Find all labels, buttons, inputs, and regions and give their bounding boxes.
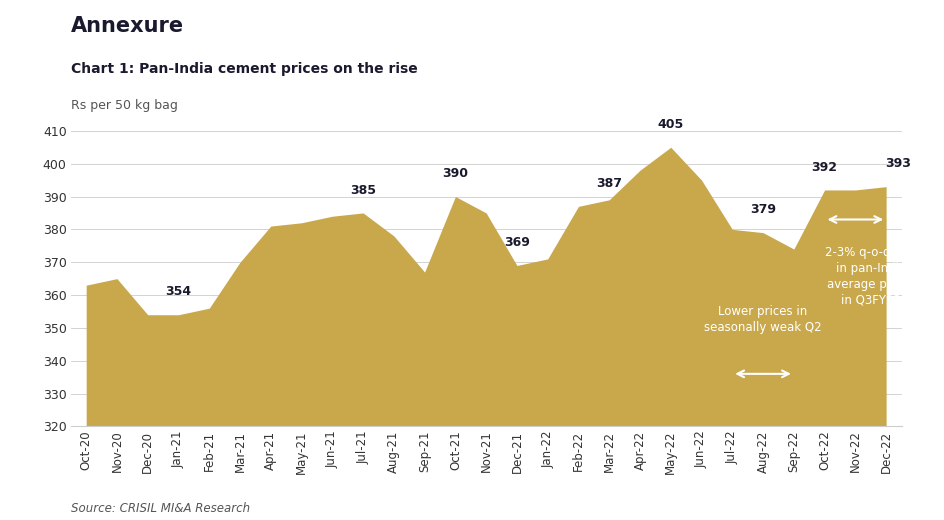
Text: 405: 405 xyxy=(658,118,683,131)
Text: 369: 369 xyxy=(504,236,530,249)
Text: Rs per 50 kg bag: Rs per 50 kg bag xyxy=(71,99,177,112)
Text: 393: 393 xyxy=(885,157,911,170)
Text: 354: 354 xyxy=(165,285,192,298)
Text: 385: 385 xyxy=(350,184,376,197)
Text: 392: 392 xyxy=(812,161,837,174)
Text: 390: 390 xyxy=(443,167,468,180)
Text: Chart 1: Pan-India cement prices on the rise: Chart 1: Pan-India cement prices on the … xyxy=(71,62,417,76)
Text: Annexure: Annexure xyxy=(71,16,184,35)
Text: Lower prices in
seasonally weak Q2: Lower prices in seasonally weak Q2 xyxy=(704,305,822,334)
Text: Source: CRISIL MI&A Research: Source: CRISIL MI&A Research xyxy=(71,502,250,515)
Text: 379: 379 xyxy=(750,203,776,216)
Text: 2-3% q-o-q rise
in pan-India
average prices
in Q3FY23: 2-3% q-o-q rise in pan-India average pri… xyxy=(825,246,917,307)
Text: 387: 387 xyxy=(597,177,622,190)
